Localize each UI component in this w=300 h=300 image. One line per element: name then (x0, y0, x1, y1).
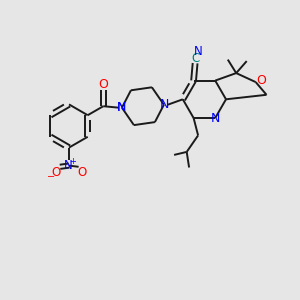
Text: O: O (256, 74, 266, 87)
Text: +: + (69, 157, 76, 166)
Text: −: − (47, 172, 55, 182)
Text: O: O (51, 166, 60, 179)
Text: C: C (192, 52, 200, 65)
Text: N: N (194, 45, 203, 58)
Text: N: N (63, 159, 72, 172)
Text: N: N (211, 112, 220, 125)
Text: O: O (77, 166, 86, 179)
Text: O: O (98, 78, 108, 91)
Text: N: N (117, 101, 126, 114)
Text: N: N (117, 101, 127, 114)
Text: N: N (160, 98, 169, 111)
